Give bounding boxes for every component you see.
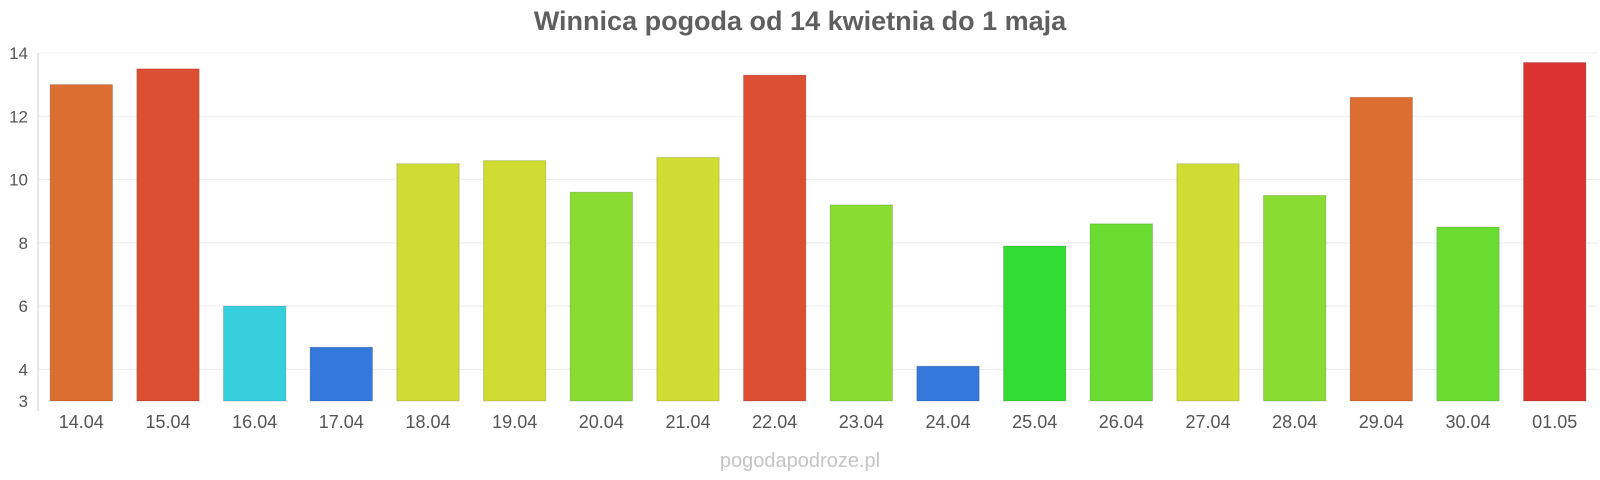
y-tick-label: 10 <box>9 171 28 190</box>
bar <box>136 68 200 402</box>
bar <box>1523 62 1587 402</box>
x-tick-label: 26.04 <box>1099 412 1144 432</box>
bar <box>656 156 720 402</box>
bar <box>1003 245 1067 402</box>
x-tick-label: 24.04 <box>925 412 970 432</box>
bar <box>1176 163 1240 402</box>
bar <box>829 204 893 402</box>
x-tick-label: 20.04 <box>579 412 624 432</box>
bar <box>1263 194 1327 402</box>
x-tick-label: 29.04 <box>1359 412 1404 432</box>
x-tick-label: 15.04 <box>145 412 190 432</box>
bar <box>1349 96 1413 402</box>
bar <box>1089 223 1153 402</box>
x-tick-label: 18.04 <box>405 412 450 432</box>
y-tick-label: 14 <box>9 44 28 63</box>
y-tick-label: 6 <box>19 297 28 316</box>
x-tick-label: 30.04 <box>1445 412 1490 432</box>
x-tick-label: 17.04 <box>319 412 364 432</box>
bar <box>916 365 980 402</box>
bar <box>1436 226 1500 402</box>
bar <box>223 305 287 402</box>
x-tick-label: 22.04 <box>752 412 797 432</box>
x-tick-label: 01.05 <box>1532 412 1577 432</box>
y-tick-label: 4 <box>19 360 28 379</box>
x-tick-label: 27.04 <box>1185 412 1230 432</box>
bar <box>49 84 113 402</box>
bar <box>483 160 547 402</box>
y-tick-label: 8 <box>19 234 28 253</box>
bar <box>396 163 460 402</box>
chart-title: Winnica pogoda od 14 kwietnia do 1 maja <box>533 6 1067 36</box>
y-tick-label: 3 <box>19 392 28 411</box>
bar-chart: 3 4 6 8 10 12 14 14.04 15.04 16.04 17.04 18.04 19.04… <box>9 44 1598 432</box>
bar <box>309 346 374 402</box>
bar <box>743 74 807 402</box>
x-tick-label: 25.04 <box>1012 412 1057 432</box>
x-tick-label: 21.04 <box>665 412 710 432</box>
x-tick-label: 19.04 <box>492 412 537 432</box>
x-tick-label: 28.04 <box>1272 412 1317 432</box>
source-watermark: pogodapodroze.pl <box>719 450 881 472</box>
x-tick-label: 16.04 <box>232 412 277 432</box>
y-tick-label: 12 <box>9 107 28 126</box>
x-tick-label: 23.04 <box>839 412 884 432</box>
x-tick-label: 14.04 <box>59 412 104 432</box>
bar <box>569 191 633 402</box>
